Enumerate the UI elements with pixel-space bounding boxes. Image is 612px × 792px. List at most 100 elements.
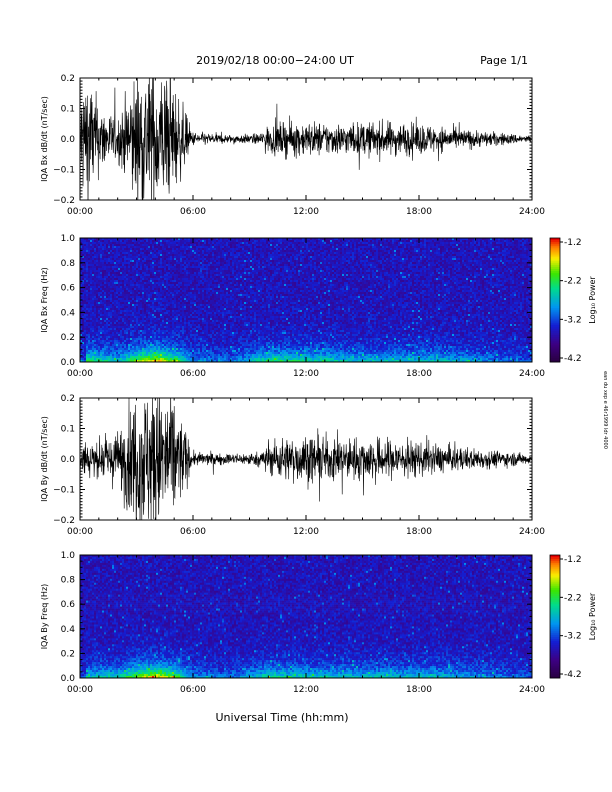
spectrogram-cell xyxy=(88,264,90,266)
spectrogram-cell xyxy=(90,320,92,322)
spectrogram-cell xyxy=(186,242,188,244)
spectrogram-cell xyxy=(186,268,188,270)
spectrogram-cell xyxy=(88,328,90,330)
spectrogram-cell xyxy=(206,316,208,318)
spectrogram-cell xyxy=(212,244,214,246)
spectrogram-cell xyxy=(146,312,148,314)
spectrogram-cell xyxy=(232,334,234,336)
spectrogram-cell xyxy=(150,246,152,248)
spectrogram-cell xyxy=(104,346,106,348)
spectrogram-cell xyxy=(158,262,160,264)
spectrogram-cell xyxy=(204,346,206,348)
spectrogram-cell xyxy=(110,320,112,322)
spectrogram-cell xyxy=(172,334,174,336)
spectrogram-cell xyxy=(98,272,100,274)
spectrogram-cell xyxy=(92,350,94,352)
spectrogram-cell xyxy=(172,314,174,316)
spectrogram-cell xyxy=(162,248,164,250)
spectrogram-cell xyxy=(84,288,86,290)
spectrogram-cell xyxy=(224,254,226,256)
spectrogram-cell xyxy=(82,288,84,290)
spectrogram-cell xyxy=(144,246,146,248)
spectrogram-cell xyxy=(228,322,230,324)
spectrogram-cell xyxy=(210,340,212,342)
spectrogram-cell xyxy=(196,244,198,246)
spectrogram-cell xyxy=(156,322,158,324)
spectrogram-cell xyxy=(130,354,132,356)
spectrogram-cell xyxy=(138,306,140,308)
spectrogram-cell xyxy=(182,312,184,314)
spectrogram-cell xyxy=(90,282,92,284)
spectrogram-cell xyxy=(134,240,136,242)
spectrogram-cell xyxy=(114,274,116,276)
spectrogram-cell xyxy=(204,328,206,330)
spectrogram-cell xyxy=(124,270,126,272)
spectrogram-cell xyxy=(110,344,112,346)
spectrogram-cell xyxy=(116,264,118,266)
spectrogram-cell xyxy=(98,320,100,322)
spectrogram-cell xyxy=(164,286,166,288)
spectrogram-cell xyxy=(86,258,88,260)
spectrogram-cell xyxy=(112,282,114,284)
spectrogram-cell xyxy=(218,328,220,330)
spectrogram-cell xyxy=(162,242,164,244)
spectrogram-cell xyxy=(140,260,142,262)
spectrogram-cell xyxy=(208,246,210,248)
spectrogram-cell xyxy=(190,318,192,320)
spectrogram-cell xyxy=(204,292,206,294)
spectrogram-cell xyxy=(112,290,114,292)
spectrogram-cell xyxy=(156,290,158,292)
spectrogram-cell xyxy=(164,336,166,338)
spectrogram-cell xyxy=(202,286,204,288)
spectrogram-cell xyxy=(226,344,228,346)
spectrogram-cell xyxy=(116,310,118,312)
spectrogram-cell xyxy=(100,318,102,320)
spectrogram-cell xyxy=(88,292,90,294)
spectrogram-cell xyxy=(182,264,184,266)
spectrogram-cell xyxy=(228,258,230,260)
spectrogram-cell xyxy=(176,276,178,278)
spectrogram-cell xyxy=(140,352,142,354)
spectrogram-cell xyxy=(120,320,122,322)
spectrogram-cell xyxy=(106,326,108,328)
spectrogram-cell xyxy=(142,336,144,338)
spectrogram-cell xyxy=(140,356,142,358)
spectrogram-cell xyxy=(128,252,130,254)
spectrogram-cell xyxy=(154,272,156,274)
spectrogram-cell xyxy=(224,292,226,294)
spectrogram-cell xyxy=(134,332,136,334)
spectrogram-cell xyxy=(112,358,114,360)
spectrogram-cell xyxy=(84,296,86,298)
spectrogram-cell xyxy=(206,346,208,348)
spectrogram-cell xyxy=(184,346,186,348)
spectrogram-cell xyxy=(182,280,184,282)
spectrogram-cell xyxy=(94,250,96,252)
spectrogram-cell xyxy=(122,346,124,348)
spectrogram-cell xyxy=(88,286,90,288)
spectrogram-cell xyxy=(144,344,146,346)
spectrogram-cell xyxy=(114,358,116,360)
spectrogram-cell xyxy=(118,268,120,270)
spectrogram-cell xyxy=(132,310,134,312)
spectrogram-cell xyxy=(108,268,110,270)
spectrogram-cell xyxy=(228,356,230,358)
spectrogram-cell xyxy=(114,240,116,242)
spectrogram-cell xyxy=(126,346,128,348)
spectrogram-cell xyxy=(90,256,92,258)
spectrogram-cell xyxy=(210,264,212,266)
spectrogram-cell xyxy=(140,316,142,318)
spectrogram-cell xyxy=(84,272,86,274)
spectrogram-cell xyxy=(218,304,220,306)
spectrogram-cell xyxy=(228,326,230,328)
spectrogram-cell xyxy=(152,358,154,360)
spectrogram-cell xyxy=(128,292,130,294)
spectrogram-cell xyxy=(212,312,214,314)
spectrogram-cell xyxy=(196,332,198,334)
spectrogram-cell xyxy=(228,302,230,304)
spectrogram-cell xyxy=(94,324,96,326)
spectrogram-cell xyxy=(158,310,160,312)
spectrogram-cell xyxy=(208,258,210,260)
spectrogram-cell xyxy=(174,298,176,300)
x-tick-label: 24:00 xyxy=(519,207,545,217)
spectrogram-cell xyxy=(86,292,88,294)
